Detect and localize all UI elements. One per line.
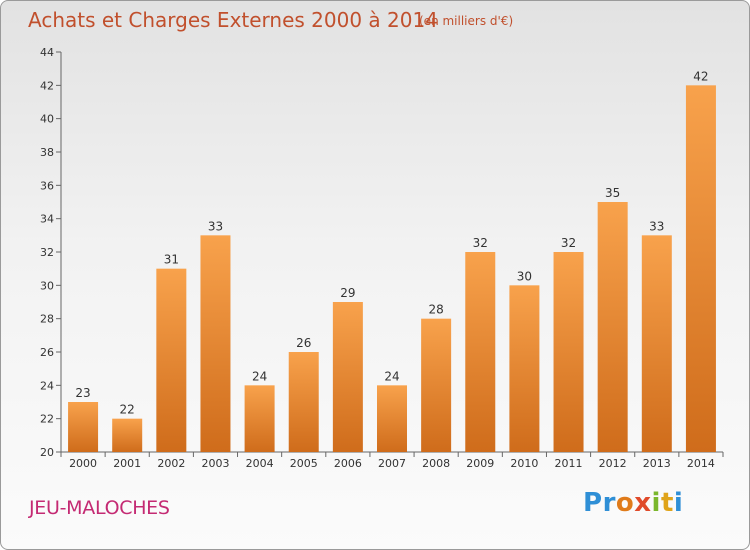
y-tick-label: 30	[40, 279, 54, 292]
data-label: 26	[296, 336, 311, 350]
x-tick-label: 2001	[113, 457, 141, 470]
y-tick-label: 36	[40, 179, 54, 192]
data-label: 24	[252, 369, 267, 383]
bar	[332, 302, 363, 452]
data-label: 42	[693, 69, 708, 83]
bar	[553, 252, 584, 452]
bar	[68, 402, 99, 452]
bar	[244, 385, 275, 452]
x-tick-label: 2000	[69, 457, 97, 470]
data-label: 32	[473, 236, 488, 250]
x-tick-label: 2002	[157, 457, 185, 470]
y-tick-label: 34	[40, 213, 54, 226]
x-tick-label: 2006	[334, 457, 362, 470]
chart-bars	[68, 85, 716, 452]
y-tick-label: 32	[40, 246, 54, 259]
data-label: 33	[649, 219, 664, 233]
y-tick-label: 42	[40, 79, 54, 92]
y-tick-label: 38	[40, 146, 54, 159]
data-label: 24	[384, 369, 399, 383]
bar	[641, 235, 672, 452]
chart-unit: (en milliers d'€)	[419, 14, 514, 28]
chart-labels: 23 22 31 33 24 26 29 24 28 32 30 32 35 33 42	[75, 69, 708, 416]
data-label: 22	[120, 403, 135, 417]
x-tick-label: 2012	[599, 457, 627, 470]
y-tick-label: 26	[40, 346, 54, 359]
y-tick-label: 22	[40, 413, 54, 426]
x-tick-label: 2005	[290, 457, 318, 470]
bar	[509, 285, 540, 452]
bar	[465, 252, 496, 452]
proxiti-logo: Proxiti	[583, 488, 684, 518]
x-tick-label: 2014	[687, 457, 715, 470]
x-tick-label: 2007	[378, 457, 406, 470]
bar	[200, 235, 231, 452]
data-label: 31	[164, 253, 179, 267]
bar	[156, 268, 187, 452]
y-tick-label: 40	[40, 113, 54, 126]
data-label: 32	[561, 236, 576, 250]
y-tick-label: 44	[40, 46, 54, 59]
x-tick-label: 2013	[643, 457, 671, 470]
bar	[685, 85, 716, 452]
x-tick-label: 2010	[510, 457, 538, 470]
data-label: 33	[208, 219, 223, 233]
data-label: 35	[605, 186, 620, 200]
data-label: 23	[75, 386, 90, 400]
bar	[288, 352, 319, 452]
data-label: 29	[340, 286, 355, 300]
bar	[112, 418, 143, 452]
y-tick-label: 28	[40, 313, 54, 326]
x-tick-label: 2009	[466, 457, 494, 470]
x-tick-label: 2008	[422, 457, 450, 470]
chart-title: Achats et Charges Externes 2000 à 2014	[28, 8, 438, 32]
y-tick-label: 20	[40, 446, 54, 459]
x-tick-label: 2004	[246, 457, 274, 470]
bar	[421, 318, 452, 452]
town-name: JEU-MALOCHES	[29, 497, 170, 519]
bar	[597, 202, 628, 452]
chart-axes: 20 22 24 26 28 30 32 34 36 38 40 42 44 2000 2001 2002 20…	[40, 46, 724, 470]
x-tick-label: 2011	[555, 457, 583, 470]
x-tick-label: 2003	[201, 457, 229, 470]
bar	[377, 385, 407, 452]
y-tick-label: 24	[40, 379, 54, 392]
data-label: 28	[428, 303, 443, 317]
data-label: 30	[517, 269, 532, 283]
